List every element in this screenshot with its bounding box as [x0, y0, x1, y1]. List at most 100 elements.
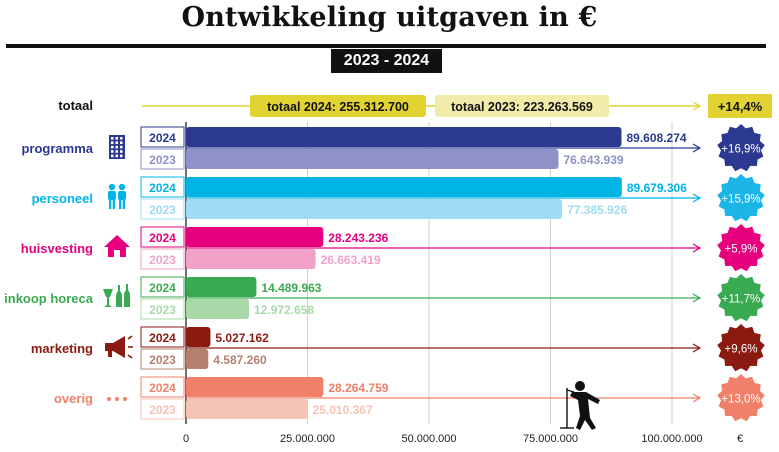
change-label: +16,9% [721, 144, 760, 156]
chart-title: Ontwikkeling uitgaven in € [181, 2, 598, 33]
year-box-2023 [140, 348, 185, 370]
x-tick-label: 25.000.000 [280, 433, 335, 445]
bottles-glass-icon [103, 284, 130, 307]
category-label: programma [21, 141, 93, 156]
value-label-2023: 12.972.658 [254, 303, 314, 317]
bar-2024 [186, 377, 324, 397]
megaphone-icon [105, 335, 133, 359]
change-badge [717, 374, 765, 422]
category-label: personeel [32, 191, 93, 206]
people-icon [108, 183, 126, 209]
total-2023-box [435, 95, 609, 117]
year-label-2023: 2023 [149, 353, 176, 367]
person-head [118, 183, 126, 191]
year-label-2023: 2023 [149, 203, 176, 217]
value-label-2024: 28.264.759 [328, 381, 388, 395]
year-box-2024 [140, 176, 185, 198]
person-leg [109, 200, 112, 209]
change-label: +9,6% [725, 344, 758, 356]
title-rule [6, 44, 766, 48]
house-icon [104, 235, 130, 257]
building-icon [109, 135, 125, 159]
value-label-2023: 26.663.419 [321, 253, 381, 267]
building-window [115, 154, 118, 158]
total-change-badge [708, 94, 772, 118]
singer-body [570, 392, 600, 430]
year-label-2023: 2023 [149, 153, 176, 167]
sound-line [127, 335, 133, 340]
bar-2023 [186, 249, 316, 269]
dots-icon [107, 397, 127, 401]
building-window [115, 137, 118, 140]
value-label-2023: 4.587.260 [213, 353, 267, 367]
value-label-2023: 76.643.939 [563, 153, 623, 167]
x-unit-label: € [737, 433, 743, 445]
bar-2024 [186, 227, 324, 247]
sound-line [127, 354, 133, 359]
change-badge [717, 124, 765, 172]
building-window [111, 141, 114, 144]
building-window [120, 154, 123, 158]
bottle-shape [124, 284, 130, 307]
building-window [111, 145, 114, 149]
dot [115, 397, 119, 401]
year-box-2023 [140, 148, 185, 170]
bar-2023 [186, 299, 250, 319]
year-label-2023: 2023 [149, 253, 176, 267]
value-label-2023: 77.385.926 [567, 203, 627, 217]
category-arrowhead [692, 393, 702, 403]
bar-2023 [186, 199, 563, 219]
megaphone-shape [105, 336, 125, 358]
year-box-2023 [140, 298, 185, 320]
dot [123, 397, 127, 401]
year-box-2023 [140, 398, 185, 420]
year-label-2024: 2024 [149, 181, 176, 195]
category-arrowhead [692, 293, 702, 303]
year-label-2024: 2024 [149, 231, 176, 245]
category-arrowhead [692, 343, 702, 353]
bar-2024 [186, 177, 622, 197]
person-leg [119, 200, 122, 209]
category-label: inkoop horeca [4, 291, 94, 306]
megaphone-handle [108, 351, 112, 357]
change-badge [717, 274, 765, 322]
building-window [120, 141, 123, 144]
year-label-2024: 2024 [149, 381, 176, 395]
year-label-2023: 2023 [149, 403, 176, 417]
dot [107, 397, 111, 401]
value-label-2024: 5.027.162 [215, 331, 269, 345]
year-label-2023: 2023 [149, 303, 176, 317]
total-arrowhead [692, 101, 702, 111]
total-2024-box [250, 95, 426, 117]
change-label: +11,7% [722, 294, 760, 306]
total-2023-label: totaal 2023: 223.263.569 [451, 100, 593, 114]
value-label-2024: 89.679.306 [627, 181, 687, 195]
year-box-2024 [140, 276, 185, 298]
change-badge [717, 324, 765, 372]
building-window [111, 150, 114, 153]
total-change-label: +14,4% [718, 99, 763, 114]
change-label: +13,0% [721, 394, 760, 406]
person-leg [122, 200, 125, 209]
bar-2023 [186, 399, 308, 419]
bar-2023 [186, 349, 209, 369]
x-tick-label: 100.000.000 [641, 433, 702, 445]
category-label: overig [54, 391, 93, 406]
change-label: +5,9% [725, 244, 758, 256]
bar-2024 [186, 327, 211, 347]
bottle-shape [116, 285, 122, 307]
year-box-2024 [140, 376, 185, 398]
bar-2023 [186, 149, 559, 169]
singer-head [575, 381, 585, 391]
year-box-2023 [140, 248, 185, 270]
category-label: huisvesting [21, 241, 93, 256]
singer-icon [560, 381, 600, 430]
building-window [111, 154, 114, 158]
person-leg [112, 200, 115, 209]
value-label-2024: 89.608.274 [626, 131, 686, 145]
x-tick-label: 0 [183, 433, 189, 445]
category-label: marketing [31, 341, 93, 356]
category-arrowhead [692, 143, 702, 153]
building-window [115, 145, 118, 149]
